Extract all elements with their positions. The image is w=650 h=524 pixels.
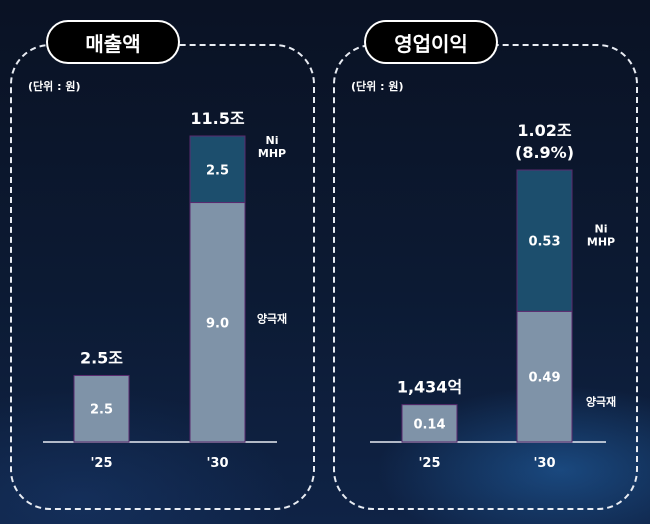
operating-profit-segment-value-label: 0.14 — [413, 417, 445, 432]
revenue-segment-value-label: 9.0 — [206, 316, 229, 331]
operating-profit-total-label: 1,434억 — [397, 378, 462, 397]
revenue-title: 매출액 — [46, 20, 180, 64]
revenue-series-side-label: MHP — [258, 147, 286, 160]
operating-profit-category-label: '25 — [418, 456, 440, 471]
operating-profit-bar-cathode-1 — [516, 310, 573, 443]
operating-profit-segment-value-label: 0.53 — [528, 235, 560, 250]
operating-profit-bar-ni-mhp-1 — [516, 169, 573, 312]
operating-profit-title: 영업이익 — [364, 20, 498, 64]
revenue-segment-value-label: 2.5 — [90, 403, 113, 418]
revenue-total-label: 11.5조 — [190, 109, 244, 128]
revenue-series-side-label: Ni — [266, 134, 279, 147]
revenue-segment-value-label: 2.5 — [206, 163, 229, 178]
revenue-category-label: '25 — [90, 456, 112, 471]
operating-profit-bar-cathode-0 — [401, 404, 458, 443]
revenue-unit-note: (단위 : 원) — [28, 80, 81, 93]
revenue-total-label: 2.5조 — [80, 348, 123, 367]
operating-profit-series-side-label: 양극재 — [586, 394, 616, 408]
operating-profit-segment-value-label: 0.49 — [528, 371, 560, 386]
operating-profit-category-label: '30 — [533, 456, 555, 471]
revenue-bar-ni-mhp-1 — [189, 135, 246, 204]
revenue-category-label: '30 — [206, 456, 228, 471]
revenue-series-side-label: 양극재 — [257, 311, 287, 325]
operating-profit-total-label: (8.9%) — [515, 143, 574, 162]
operating-profit-unit-note: (단위 : 원) — [351, 80, 404, 93]
revenue-bar-cathode-1 — [189, 202, 246, 443]
operating-profit-total-label: 1.02조 — [517, 121, 571, 140]
revenue-bar-cathode-0 — [73, 374, 130, 443]
operating-profit-series-side-label: MHP — [587, 236, 615, 249]
operating-profit-series-side-label: Ni — [595, 223, 608, 236]
